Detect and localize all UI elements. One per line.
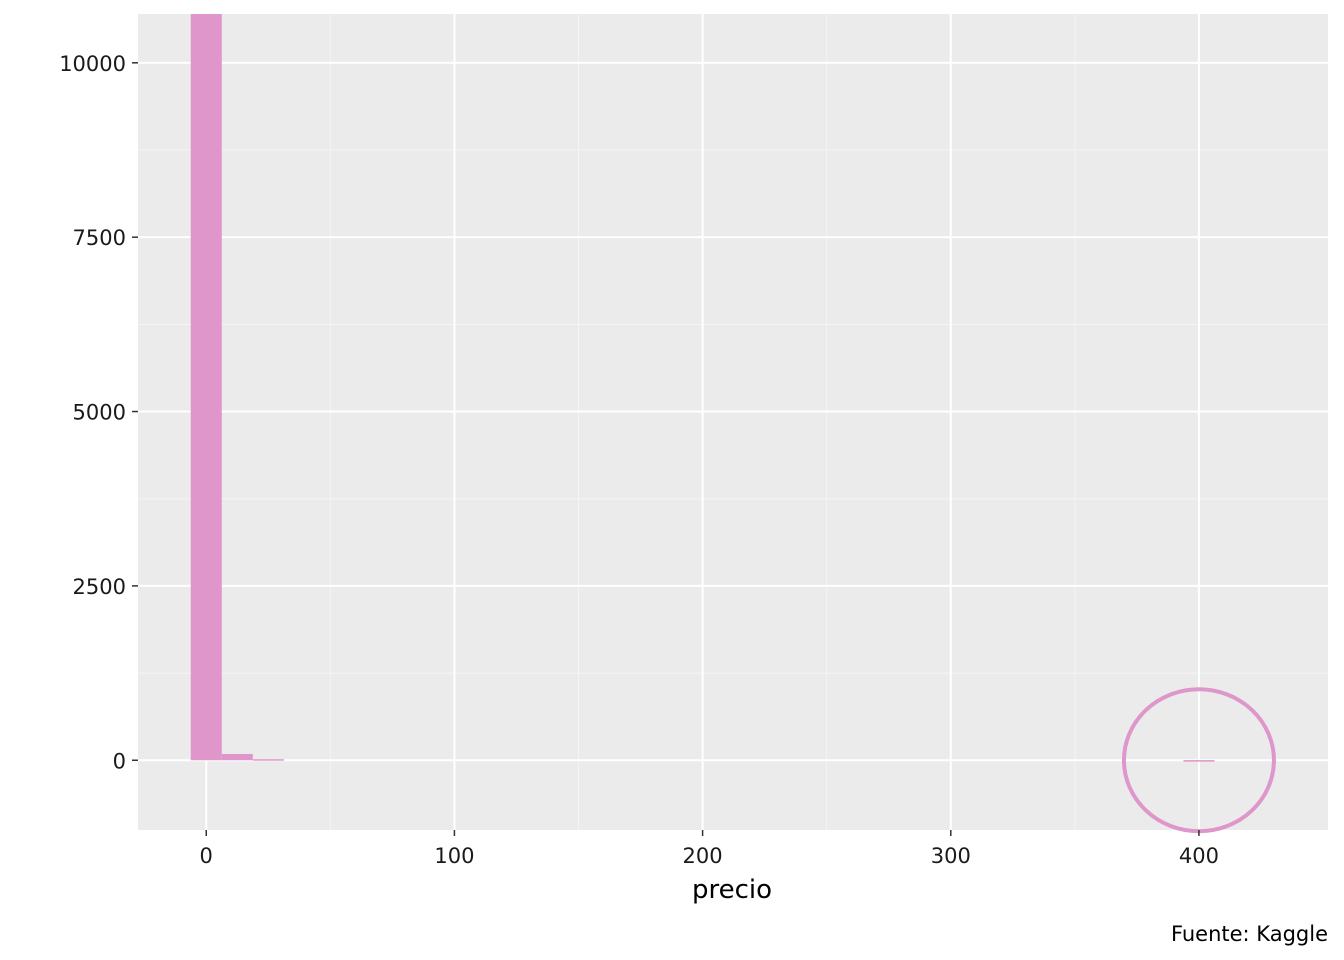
histogram-bar [1183, 760, 1215, 762]
histogram-bar [221, 753, 253, 761]
y-tick-label: 5000 [73, 401, 126, 425]
y-axis: 0 2500 5000 7500 10000 [59, 52, 138, 773]
x-tick-label: 100 [434, 844, 474, 868]
y-tick-label: 7500 [73, 226, 126, 250]
histogram-bars [190, 14, 1215, 762]
caption: Fuente: Kaggle [1171, 922, 1328, 946]
x-axis: 0 100 200 300 400 [200, 830, 1219, 868]
x-tick-label: 400 [1179, 844, 1219, 868]
histogram-bar [190, 14, 222, 761]
x-tick-label: 200 [683, 844, 723, 868]
histogram-bar [252, 759, 284, 761]
x-tick-label: 0 [200, 844, 213, 868]
x-tick-label: 300 [931, 844, 971, 868]
y-tick-label: 0 [113, 749, 126, 773]
y-tick-label: 10000 [59, 52, 126, 76]
minor-gridlines [138, 14, 1328, 830]
x-axis-title: precio [692, 875, 772, 905]
y-tick-label: 2500 [73, 575, 126, 599]
